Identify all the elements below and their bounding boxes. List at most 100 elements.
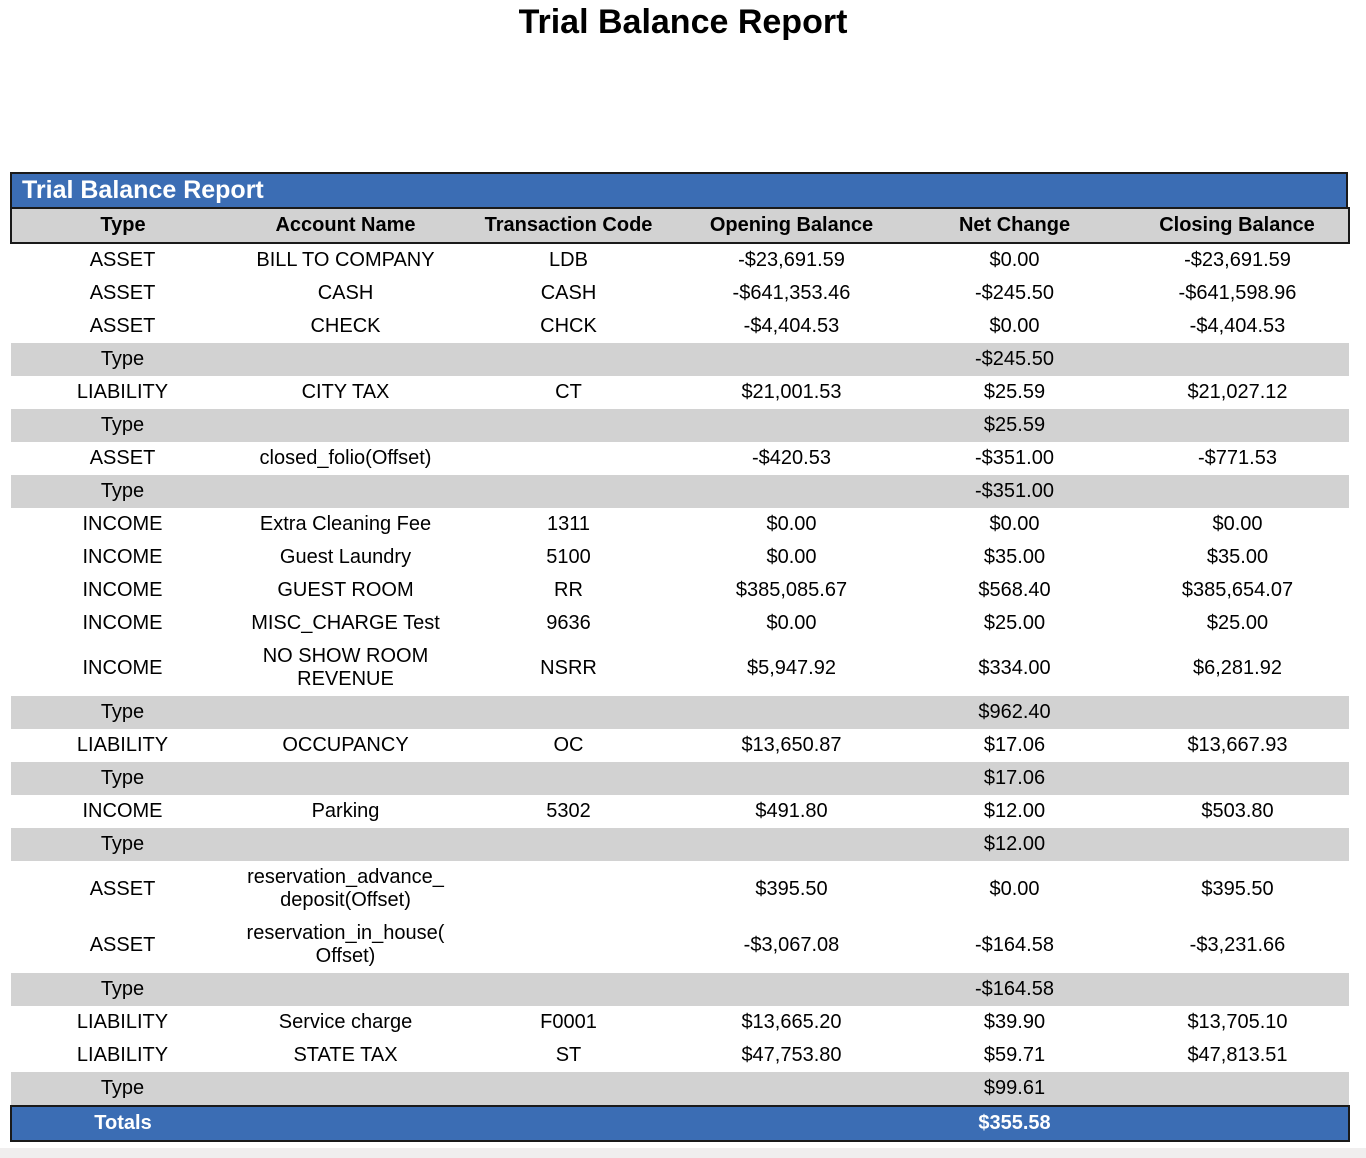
cell-account-name [234,762,457,795]
cell-type: ASSET [89,933,156,956]
cell-net-change: -$351.00 [903,475,1126,508]
cell-closing-balance [1126,762,1349,795]
cell-closing-balance: $25.00 [1206,612,1269,634]
cell-type: LIABILITY [76,1044,169,1066]
cell-type: INCOME [82,800,163,822]
table-title: Trial Balance Report [22,176,264,204]
account-name-text: reservation_in_house(Offset) [246,922,445,967]
cell-closing-balance: -$3,231.66 [1189,933,1286,956]
totals-cell-type: Totals [10,1105,234,1142]
cell-closing-balance: $385,654.07 [1181,579,1294,601]
column-header-closing-balance: Closing Balance [1126,207,1350,244]
report-grid: Type Account Name Transaction Code Opening … [10,207,1350,1142]
account-name-text: Service charge [278,1011,413,1033]
cell-type: Type [11,343,234,376]
cell-opening-balance: -$4,404.53 [743,315,840,337]
cell-transaction-code: CHCK [540,315,597,337]
column-header-row: Type Account Name Transaction Code Opening … [10,207,1350,244]
account-name-text: CASH [317,282,374,304]
table-row: INCOME Extra Cleaning Fee 1311 $0.00 $0.00 $0… [11,508,1349,541]
totals-cell-closing-balance [1126,1105,1350,1142]
cell-closing-balance: -$23,691.59 [1184,249,1291,271]
cell-transaction-code [457,762,680,795]
cell-closing-balance: $21,027.12 [1187,381,1288,403]
cell-account-name: STATE TAX [234,1039,457,1072]
cell-closing-balance: $47,813.51 [1187,1044,1288,1066]
cell-type: Type [11,973,234,1006]
cell-account-name: NO SHOW ROOM REVENUE [234,640,457,696]
column-header-type: Type [10,207,234,244]
table-row: INCOME NO SHOW ROOM REVENUE NSRR $5,947.92 $… [11,640,1349,696]
cell-type: INCOME [82,612,163,634]
cell-type: INCOME [82,656,163,679]
account-name-text: STATE TAX [293,1044,398,1066]
cell-account-name: CITY TAX [234,376,457,409]
cell-opening-balance: $5,947.92 [747,656,836,679]
totals-row: Totals $355.58 [10,1105,1350,1142]
table-row: INCOME Guest Laundry 5100 $0.00 $35.00 $35.00 [11,541,1349,574]
cell-type: ASSET [89,447,156,469]
cell-net-change: -$351.00 [975,447,1054,469]
totals-cell-net-change: $355.58 [903,1105,1126,1142]
cell-transaction-code [457,828,680,861]
cell-net-change: $568.40 [978,579,1051,601]
cell-type: LIABILITY [76,734,169,756]
cell-opening-balance: $21,001.53 [741,381,842,403]
cell-account-name [234,343,457,376]
cell-account-name: OCCUPANCY [234,729,457,762]
cell-transaction-code [457,696,680,729]
cell-type: Type [11,409,234,442]
cell-net-change: $25.59 [903,409,1126,442]
cell-opening-balance: -$3,067.08 [743,933,840,956]
cell-opening-balance: -$420.53 [752,447,831,469]
cell-net-change: -$245.50 [975,282,1054,304]
table-row: ASSET CASH CASH -$641,353.46 -$245.50 -$641,5… [11,277,1349,310]
table-row: LIABILITY Service charge F0001 $13,665.20 $3… [11,1006,1349,1039]
cell-closing-balance: -$641,598.96 [1178,282,1297,304]
cell-transaction-code [457,475,680,508]
cell-net-change: $35.00 [983,546,1046,568]
cell-net-change: $334.00 [978,656,1051,679]
cell-net-change: $59.71 [983,1044,1046,1066]
trial-balance-table: Trial Balance Report Type Account Name Tra… [10,172,1350,1142]
table-row: LIABILITY OCCUPANCY OC $13,650.87 $17.06 $13,… [11,729,1349,762]
cell-net-change: -$164.58 [975,933,1054,956]
account-name-text: Parking [311,800,380,822]
subtotal-row: Type $99.61 [11,1072,1349,1106]
cell-opening-balance [680,475,903,508]
table-row: ASSET reservation_advance_deposit(Offset)… [11,861,1349,917]
cell-transaction-code: OC [553,734,584,756]
cell-closing-balance: $35.00 [1206,546,1269,568]
cell-type: Type [11,1072,234,1106]
cell-transaction-code: 9636 [546,612,591,634]
cell-opening-balance: $0.00 [766,612,817,634]
account-name-text: Guest Laundry [279,546,412,568]
cell-account-name [234,409,457,442]
account-name-text: reservation_advance_deposit(Offset) [247,866,444,911]
cell-net-change: $0.00 [989,249,1040,271]
column-header-opening-balance: Opening Balance [680,207,903,244]
cell-opening-balance: $395.50 [755,877,828,900]
cell-opening-balance: $491.80 [755,800,828,822]
cell-net-change: $99.61 [903,1072,1126,1106]
cell-closing-balance: $503.80 [1201,800,1274,822]
cell-account-name: CASH [234,277,457,310]
cell-transaction-code: CASH [540,282,597,304]
cell-type: ASSET [89,249,156,271]
account-name-text: closed_folio(Offset) [259,447,432,469]
cell-opening-balance: $47,753.80 [741,1044,842,1066]
cell-type: INCOME [82,579,163,601]
cell-opening-balance: -$23,691.59 [738,249,845,271]
cell-account-name: closed_folio(Offset) [234,442,457,475]
cell-opening-balance [680,1072,903,1106]
cell-net-change: $0.00 [989,513,1040,535]
cell-net-change: $12.00 [983,800,1046,822]
cell-closing-balance: $395.50 [1201,877,1274,900]
cell-opening-balance [680,762,903,795]
cell-closing-balance [1126,828,1349,861]
cell-opening-balance [680,343,903,376]
cell-closing-balance: $13,705.10 [1187,1011,1288,1033]
cell-account-name: CHECK [234,310,457,343]
cell-closing-balance: $0.00 [1212,513,1263,535]
account-name-text: CITY TAX [301,381,390,403]
